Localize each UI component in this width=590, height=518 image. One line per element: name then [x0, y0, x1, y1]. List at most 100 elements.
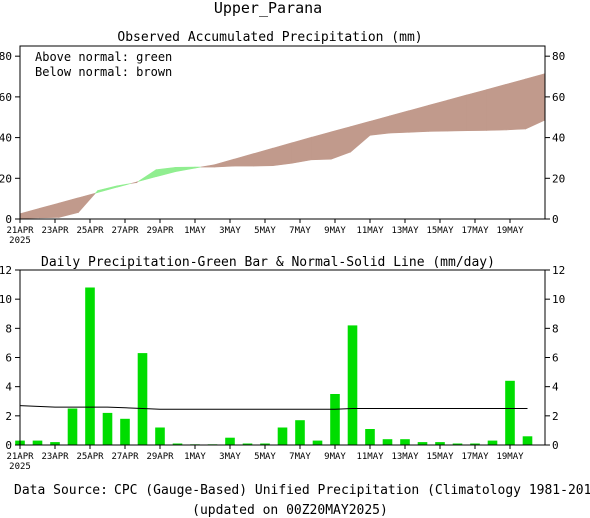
x-tick-label: 11MAY — [356, 452, 384, 462]
y-tick-label-right: 8 — [552, 322, 559, 335]
y-tick-label-left: 6 — [5, 352, 12, 365]
updated-timestamp: (updated on 00Z20MAY2025) — [192, 503, 388, 518]
above-normal-area — [155, 166, 176, 178]
x-tick-label: 21APR — [6, 452, 34, 462]
y-tick-label-right: 20 — [552, 172, 565, 185]
accumulated-axes: 0 0 20 20 40 40 60 60 80 80 21APR 23APR 25APR 27APR 29… — [0, 50, 565, 246]
daily-precip-bar — [330, 394, 340, 445]
daily-precip-bar — [295, 420, 305, 445]
y-tick-label-left: 40 — [0, 132, 12, 145]
x-tick-label: 15MAY — [426, 226, 454, 236]
y-tick-label-left: 12 — [0, 264, 12, 277]
daily-plot-area — [15, 287, 533, 446]
accumulated-plot-frame — [19, 45, 546, 220]
x-tick-label: 9MAY — [324, 226, 346, 236]
x-year-label-0: 2025 — [9, 236, 31, 246]
y-tick-label-right: 60 — [552, 91, 565, 104]
x-tick-label: 23APR — [41, 452, 69, 462]
daily-precip-bar — [155, 427, 165, 445]
x-tick-label: 3MAY — [219, 452, 241, 462]
y-tick-label-left: 0 — [5, 213, 12, 226]
daily-precip-bar — [85, 287, 95, 445]
daily-precip-bar — [452, 443, 463, 445]
below-normal-area — [200, 164, 215, 168]
below-normal-area — [19, 208, 40, 219]
y-tick-label-right: 10 — [552, 293, 565, 306]
below-normal-area — [330, 126, 351, 160]
daily-precip-bar — [365, 429, 375, 445]
y-tick-label-left: 80 — [0, 50, 12, 63]
y-tick-label-right: 2 — [552, 410, 559, 423]
below-normal-area — [253, 147, 274, 167]
above-normal-area — [97, 185, 118, 193]
x-tick-label: 19MAY — [496, 226, 524, 236]
y-tick-label-left: 0 — [5, 439, 12, 452]
daily-precip-bar — [277, 427, 288, 445]
daily-precip-bar — [487, 440, 498, 445]
daily-plot-frame — [19, 269, 546, 446]
data-source-text: CPC (Gauge-Based) Unified Precipitation … — [114, 483, 590, 498]
below-normal-area — [389, 110, 410, 134]
y-tick-label-right: 6 — [552, 352, 559, 365]
figure-title: Upper_Parana — [214, 0, 322, 17]
daily-precip-bar — [137, 353, 148, 445]
accumulated-plot-area — [19, 73, 546, 219]
x-tick-label: 1MAY — [184, 452, 206, 462]
x-tick-label: 3MAY — [219, 226, 241, 236]
daily-chart-title: Daily Precipitation-Green Bar & Normal-S… — [41, 255, 495, 270]
above-normal-area — [194, 166, 201, 169]
x-tick-label: 11MAY — [356, 226, 384, 236]
daily-precip-bar — [67, 408, 78, 445]
daily-precip-bar — [120, 418, 130, 446]
x-tick-label: 23APR — [41, 226, 69, 236]
below-normal-area — [214, 158, 235, 168]
x-tick-label: 27APR — [111, 452, 139, 462]
below-normal-area — [130, 181, 137, 184]
below-normal-area — [58, 197, 79, 218]
daily-precip-bar — [400, 439, 410, 445]
below-normal-area — [525, 73, 546, 130]
below-normal-area — [369, 115, 390, 136]
y-tick-label-left: 8 — [5, 322, 12, 335]
x-tick-label: 13MAY — [391, 226, 419, 236]
below-normal-area — [39, 202, 60, 219]
below-normal-area — [408, 105, 429, 133]
x-tick-label: 7MAY — [289, 226, 311, 236]
below-normal-area — [291, 136, 313, 164]
daily-precip-bar — [505, 380, 515, 445]
x-tick-label: 29APR — [146, 452, 174, 462]
daily-precip-bar — [225, 437, 235, 445]
x-tick-label: 5MAY — [254, 226, 276, 236]
x-tick-label: 19MAY — [496, 452, 524, 462]
legend-below-normal: Below normal: brown — [35, 65, 172, 79]
x-tick-label: 29APR — [146, 226, 174, 236]
below-normal-area — [272, 142, 293, 167]
x-tick-label: 25APR — [76, 226, 104, 236]
x-tick-label: 27APR — [111, 226, 139, 236]
daily-precip-bar — [417, 442, 428, 445]
daily-precip-bar — [50, 442, 60, 445]
daily-precip-panel: Daily Precipitation-Green Bar & Normal-S… — [0, 255, 565, 472]
above-normal-area — [138, 169, 157, 182]
below-normal-area — [136, 181, 139, 184]
y-tick-label-right: 0 — [552, 213, 559, 226]
below-normal-area — [233, 153, 254, 167]
below-normal-area — [350, 120, 371, 153]
daily-precip-bar — [522, 436, 533, 446]
daily-precip-bar — [312, 440, 323, 445]
normal-line — [19, 405, 528, 410]
below-normal-area — [311, 131, 332, 161]
data-source-label: Data Source: — [14, 483, 108, 498]
above-normal-area — [116, 183, 131, 188]
below-normal-area — [447, 94, 468, 132]
above-normal-area — [94, 189, 99, 194]
y-tick-label-left: 20 — [0, 172, 12, 185]
below-normal-area — [427, 99, 449, 132]
x-tick-label: 21APR — [6, 226, 34, 236]
x-tick-label: 1MAY — [184, 226, 206, 236]
x-tick-label: 5MAY — [254, 452, 276, 462]
daily-precip-bar — [32, 440, 43, 445]
y-tick-label-right: 4 — [552, 381, 559, 394]
daily-precip-bar — [347, 325, 358, 445]
